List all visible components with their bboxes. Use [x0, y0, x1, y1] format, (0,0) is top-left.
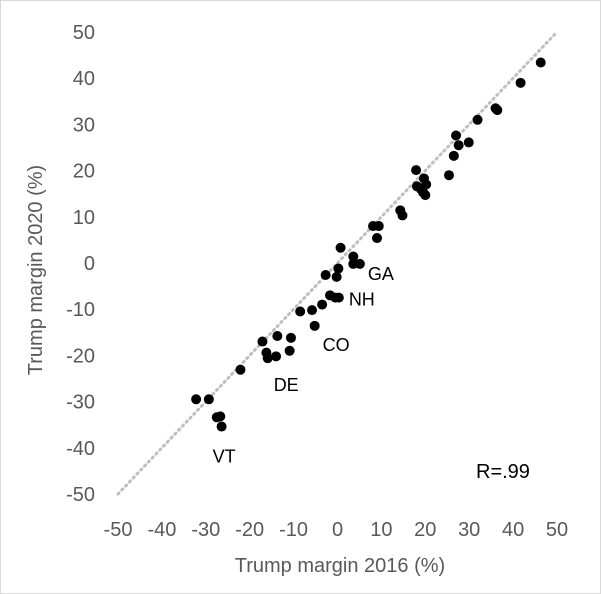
reference-line [116, 30, 559, 496]
x-tick-label: 0 [332, 519, 343, 541]
y-tick-label: -20 [66, 345, 95, 367]
data-point [373, 221, 384, 232]
x-tick-label: -40 [147, 519, 176, 541]
data-point [372, 233, 383, 244]
data-point [216, 421, 227, 432]
data-point [320, 270, 331, 281]
point-labels: GA NH CO DE VT [213, 264, 394, 467]
data-point [317, 299, 328, 310]
x-tick-label: 20 [414, 519, 436, 541]
data-point [215, 411, 226, 422]
data-point [472, 114, 483, 125]
x-tick-label: -30 [191, 519, 220, 541]
data-point [535, 57, 546, 68]
data-point [444, 170, 455, 181]
data-point [257, 336, 268, 347]
y-axis-title: Trump margin 2020 (%) [25, 165, 47, 375]
points-layer [191, 57, 546, 432]
reference-line-layer [116, 30, 559, 496]
data-point [348, 251, 359, 262]
x-tick-label: 40 [502, 519, 524, 541]
data-point [191, 394, 202, 405]
point-label-vt: VT [213, 447, 236, 467]
y-tick-label: -40 [66, 438, 95, 460]
data-point [451, 130, 462, 141]
y-tick-label: -50 [66, 484, 95, 506]
x-tick-label: 50 [546, 519, 568, 541]
x-tick-label: -20 [235, 519, 264, 541]
y-tick-label: -30 [66, 392, 95, 414]
data-point [271, 351, 282, 362]
data-point [331, 271, 342, 282]
data-point [285, 332, 296, 343]
data-point [448, 150, 459, 161]
data-point [284, 345, 295, 356]
data-point [235, 364, 246, 375]
y-tick-label: -10 [66, 299, 95, 321]
data-point [309, 320, 320, 331]
y-tick-label: 30 [73, 114, 95, 136]
point-label-co: CO [323, 335, 350, 355]
data-point [262, 353, 273, 364]
data-point [307, 305, 318, 316]
y-tick-label: 10 [73, 207, 95, 229]
y-tick-label: 0 [84, 253, 95, 275]
correlation-annotation: R=.99 [476, 461, 530, 483]
data-point [203, 394, 214, 405]
data-point [397, 210, 408, 221]
x-tick-label: -50 [104, 519, 133, 541]
point-label-nh: NH [349, 290, 375, 310]
x-tick-labels: -50 -40 -30 -20 -10 0 10 20 30 40 50 [104, 519, 569, 541]
point-label-ga: GA [368, 264, 394, 284]
x-tick-label: -10 [279, 519, 308, 541]
y-tick-labels: 50 40 30 20 10 0 -10 -20 -30 -40 -50 [66, 22, 95, 506]
data-point [492, 105, 503, 116]
x-tick-label: 30 [458, 519, 480, 541]
data-point [411, 165, 422, 176]
data-point [333, 263, 344, 274]
data-point [272, 330, 283, 341]
data-point [295, 306, 306, 317]
data-point [453, 140, 464, 151]
x-tick-label: 10 [370, 519, 392, 541]
data-point [463, 137, 474, 148]
y-tick-label: 20 [73, 161, 95, 183]
data-point [420, 190, 431, 201]
data-point [354, 258, 365, 269]
y-tick-label: 50 [73, 22, 95, 44]
x-axis-title: Trump margin 2016 (%) [235, 555, 445, 577]
y-tick-label: 40 [73, 68, 95, 90]
data-point [515, 77, 526, 88]
point-label-de: DE [274, 375, 299, 395]
data-point [335, 242, 346, 253]
data-point [333, 292, 344, 303]
